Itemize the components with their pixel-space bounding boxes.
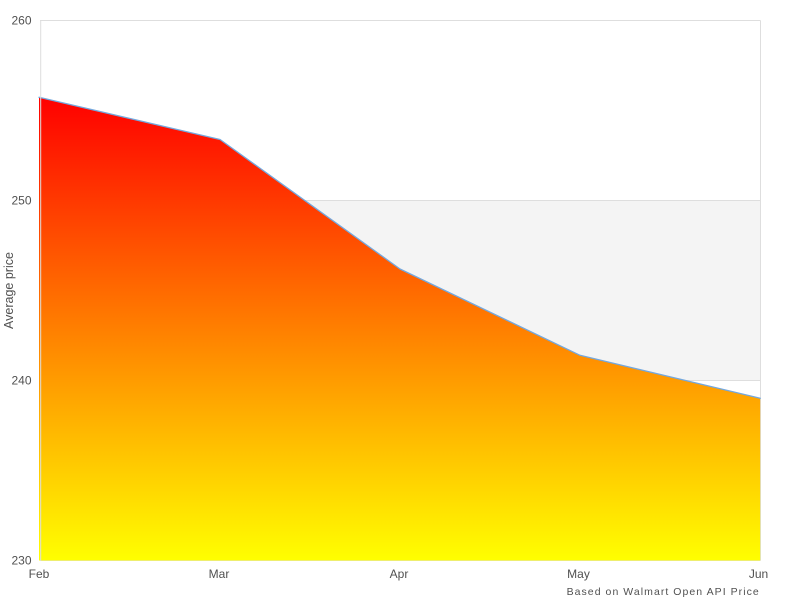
svg-text:230: 230 [11, 554, 31, 568]
svg-text:Average price: Average price [2, 252, 16, 329]
svg-text:May: May [567, 567, 590, 581]
svg-text:Feb: Feb [29, 567, 50, 581]
svg-text:250: 250 [11, 194, 31, 208]
svg-text:Based on Walmart Open API Pric: Based on Walmart Open API Price [567, 586, 760, 598]
svg-text:Mar: Mar [209, 567, 230, 581]
svg-text:Apr: Apr [390, 567, 409, 581]
svg-text:240: 240 [11, 374, 31, 388]
svg-text:260: 260 [11, 14, 31, 28]
svg-text:Jun: Jun [749, 567, 768, 581]
